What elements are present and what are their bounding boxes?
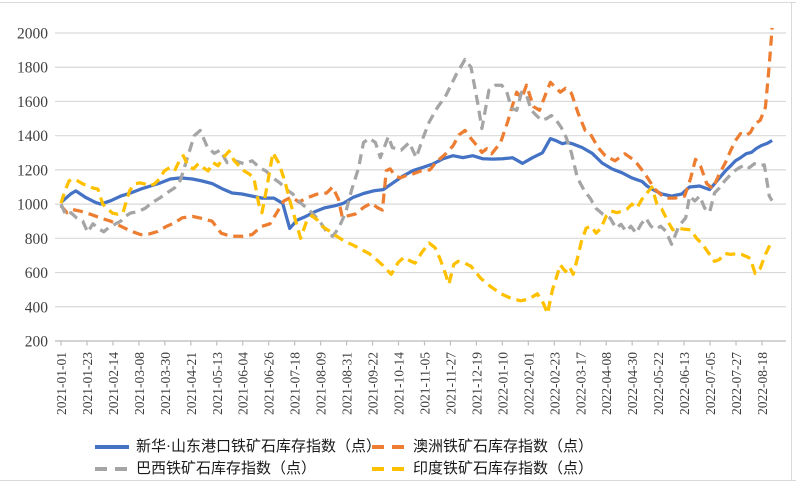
x-tick-label: 2022-07-05 — [703, 352, 718, 415]
y-tick-label: 1200 — [17, 162, 48, 179]
x-tick-label: 2022-08-18 — [755, 352, 770, 415]
x-tick-label: 2021-12-19 — [469, 352, 484, 415]
x-tick-label: 2022-04-08 — [599, 352, 614, 415]
x-tick-label: 2021-03-08 — [132, 352, 147, 415]
legend-item-3: 印度铁矿石库存指数（点） — [372, 459, 593, 479]
legend-label: 澳洲铁矿石库存指数（点） — [413, 439, 594, 455]
series-line-1 — [59, 27, 774, 238]
legend-line-swatch — [95, 467, 129, 471]
x-tick-label: 2022-02-01 — [521, 352, 536, 415]
y-tick-label: 400 — [25, 299, 49, 316]
x-tick-label: 2021-06-04 — [236, 352, 251, 415]
x-tick-label: 2021-08-09 — [314, 352, 329, 415]
legend-line-swatch — [372, 467, 406, 471]
legend-item-2: 巴西铁矿石库存指数（点） — [95, 459, 316, 479]
y-tick-label: 800 — [25, 231, 49, 248]
x-tick-label: 2021-03-30 — [158, 352, 173, 415]
top-border-line — [0, 2, 796, 3]
x-tick-label: 2022-05-22 — [651, 352, 666, 415]
y-tick-label: 1600 — [17, 94, 48, 111]
x-tick-label: 2022-07-27 — [729, 352, 744, 415]
x-tick-label: 2021-11-05 — [417, 352, 432, 415]
y-tick-label: 1800 — [17, 60, 48, 77]
legend-label: 印度铁矿石库存指数（点） — [413, 461, 594, 477]
x-tick-label: 2022-02-23 — [547, 352, 562, 415]
x-tick-label: 2022-01-10 — [495, 352, 510, 415]
legend-label: 巴西铁矿石库存指数（点） — [136, 461, 317, 477]
plot-area: 200 400 600 800 1000 1200 1400 1600 1800 2000 2021… — [17, 26, 786, 415]
y-tick-label: 600 — [25, 265, 49, 282]
x-tick-label: 2021-06-26 — [262, 352, 277, 415]
x-tick-label: 2022-03-17 — [573, 352, 588, 415]
x-tick-label: 2021-10-14 — [392, 352, 407, 415]
x-tick-label: 2021-01-23 — [80, 352, 95, 415]
legend-item-1: 澳洲铁矿石库存指数（点） — [372, 437, 593, 457]
legend-label: 新华·山东港口铁矿石库存指数（点） — [136, 439, 381, 455]
x-tick-label: 2021-09-22 — [366, 352, 381, 415]
x-tick-label: 2022-06-13 — [677, 352, 692, 415]
x-tick-label: 2021-05-13 — [210, 352, 225, 415]
x-tick-label: 2021-01-01 — [54, 352, 69, 415]
y-tick-label: 2000 — [17, 26, 48, 43]
x-tick-label: 2021-07-18 — [288, 352, 303, 415]
y-tick-label: 200 — [25, 334, 49, 351]
x-tick-label: 2021-11-27 — [443, 352, 458, 415]
y-tick-label: 1000 — [17, 197, 48, 214]
x-tick-label: 2021-02-14 — [106, 352, 121, 415]
legend-line-swatch — [95, 445, 129, 449]
y-tick-label: 1400 — [17, 128, 48, 145]
right-border-line — [791, 2, 792, 480]
legend-line-swatch — [372, 445, 406, 449]
x-tick-label: 2021-08-31 — [340, 352, 355, 415]
series-line-2 — [59, 57, 774, 246]
x-tick-label: 2021-04-21 — [184, 352, 199, 415]
x-tick-label: 2022-04-30 — [625, 352, 640, 415]
bottom-border-line — [0, 480, 796, 481]
legend-item-0: 新华·山东港口铁矿石库存指数（点） — [95, 437, 381, 457]
series-line-3 — [59, 149, 772, 316]
